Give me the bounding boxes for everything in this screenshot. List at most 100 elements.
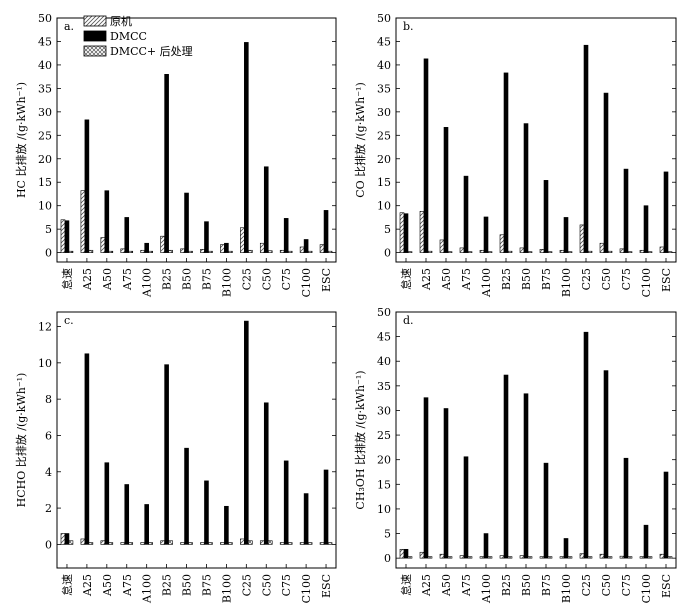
y-tick-label: 5 — [384, 528, 391, 541]
bar-aftertreatment — [267, 250, 273, 253]
bar-aftertreatment — [148, 542, 153, 545]
bar-aftertreatment — [647, 556, 653, 559]
bar-dmcc — [523, 393, 529, 559]
bar-dmcc — [663, 171, 669, 253]
y-tick-label: 12 — [38, 321, 52, 334]
bar-original — [259, 242, 265, 253]
x-tick-label: A100 — [141, 574, 154, 604]
bar-dmcc — [483, 533, 489, 559]
bar-dmcc — [64, 533, 70, 545]
legend-swatch-dmcc-aftertreatment — [83, 45, 107, 57]
x-tick-label: A50 — [101, 268, 114, 291]
bar-original — [599, 242, 605, 253]
bar-dmcc — [164, 364, 169, 545]
bar-dmcc — [104, 190, 110, 253]
bar-original — [100, 237, 106, 253]
x-tick-label: A100 — [480, 574, 493, 604]
bar-original — [319, 542, 325, 545]
bar-original — [240, 227, 245, 253]
legend-label-dmcc: DMCC — [110, 30, 147, 43]
x-tick-label: ESC — [660, 268, 673, 292]
plot-frame — [56, 17, 337, 263]
bar-aftertreatment — [447, 556, 453, 559]
bar-original — [140, 249, 145, 253]
x-tick-label: B50 — [181, 574, 194, 596]
bar-original — [299, 542, 305, 545]
bar-dmcc — [323, 210, 329, 253]
x-tick-label: C100 — [300, 574, 313, 603]
bar-aftertreatment — [68, 540, 74, 545]
bar-dmcc — [423, 58, 429, 253]
bar-original — [619, 555, 625, 559]
bar-original — [220, 542, 225, 545]
y-tick-label: 20 — [38, 153, 52, 166]
x-tick-label: B25 — [161, 574, 174, 596]
bar-dmcc — [463, 456, 469, 559]
y-tick-label: 5 — [384, 223, 391, 236]
bar-aftertreatment — [527, 556, 533, 559]
x-tick-label: B25 — [161, 268, 174, 290]
bar-aftertreatment — [587, 250, 593, 253]
bar-original — [479, 249, 485, 253]
y-tick-label: 20 — [377, 153, 391, 166]
panel-label: a. — [64, 20, 74, 33]
bar-aftertreatment — [407, 556, 413, 559]
bar-original — [140, 542, 145, 545]
bar-original — [180, 542, 185, 545]
y-tick-label: 30 — [377, 404, 391, 417]
bar-dmcc — [184, 192, 189, 253]
bar-dmcc — [303, 239, 309, 253]
bar-aftertreatment — [607, 250, 613, 253]
x-tick-label: ESC — [660, 574, 673, 598]
bar-original — [519, 555, 525, 559]
x-tick-label: C100 — [640, 268, 653, 297]
bar-original — [659, 553, 665, 559]
y-tick-label: 35 — [377, 82, 391, 95]
x-tick-label: B50 — [181, 268, 194, 290]
x-tick-label: B75 — [200, 268, 213, 290]
x-tick-label: C75 — [280, 574, 293, 596]
bar-dmcc — [144, 242, 149, 253]
x-tick-label: B25 — [500, 268, 513, 290]
y-tick-label: 25 — [377, 129, 391, 142]
y-tick-label: 25 — [38, 129, 52, 142]
y-tick-label: 45 — [377, 331, 391, 344]
bar-dmcc — [603, 370, 609, 559]
bar-original — [100, 540, 106, 545]
bar-aftertreatment — [248, 249, 253, 253]
bar-aftertreatment — [547, 556, 553, 559]
bar-dmcc — [64, 220, 70, 253]
bar-dmcc — [283, 218, 289, 253]
x-tick-label: C50 — [260, 574, 273, 596]
bar-dmcc — [263, 166, 269, 253]
bar-original — [419, 551, 425, 559]
y-tick-label: 15 — [377, 176, 391, 189]
x-tick-label: C50 — [600, 574, 613, 596]
y-axis-label: HCHO 比排放 /(g·kWh⁻¹) — [14, 373, 28, 508]
bar-original — [479, 556, 485, 559]
y-tick-label: 50 — [377, 306, 391, 319]
x-tick-label: C50 — [600, 268, 613, 290]
bar-dmcc — [224, 242, 229, 253]
bar-dmcc — [443, 127, 449, 253]
bar-dmcc — [283, 460, 289, 545]
x-tick-label: A50 — [101, 574, 114, 597]
x-tick-label: A75 — [460, 574, 473, 597]
bar-original — [160, 235, 165, 253]
y-tick-label: 25 — [377, 429, 391, 442]
x-tick-label: B100 — [220, 574, 233, 603]
plot-frame — [395, 17, 677, 263]
bar-dmcc — [623, 457, 629, 559]
y-tick-label: 15 — [377, 478, 391, 491]
bar-original — [279, 542, 285, 545]
y-tick-label: 20 — [377, 454, 391, 467]
x-tick-label: C75 — [280, 268, 293, 290]
bar-dmcc — [543, 462, 549, 559]
bar-original — [579, 224, 585, 253]
x-tick-label: 怠速 — [399, 574, 413, 596]
bar-aftertreatment — [128, 250, 134, 253]
bar-aftertreatment — [88, 249, 94, 253]
y-tick-label: 30 — [377, 106, 391, 119]
bar-original — [80, 538, 86, 545]
